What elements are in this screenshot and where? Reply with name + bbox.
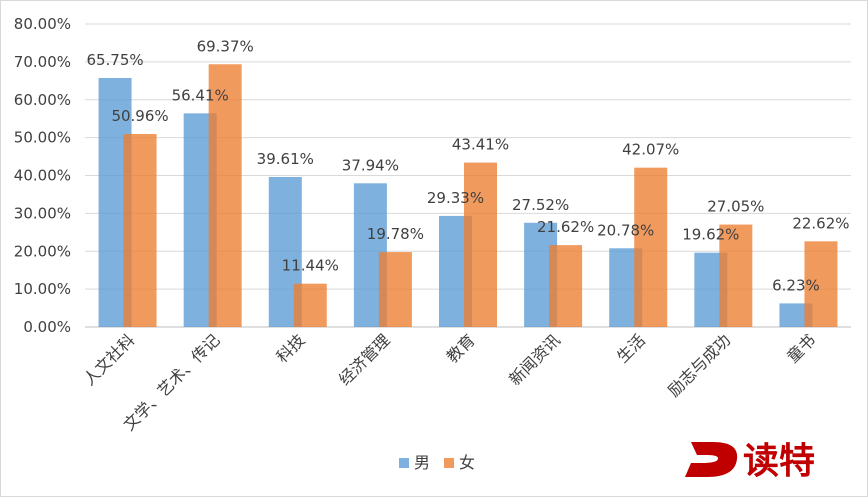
data-label-male: 39.61%	[257, 150, 314, 168]
bar-female	[804, 241, 838, 327]
data-label-female: 27.05%	[707, 198, 764, 216]
data-label-male: 65.75%	[86, 51, 143, 69]
x-tick-label: 教育	[443, 330, 479, 366]
x-tick-label: 童书	[783, 330, 819, 366]
legend: 男女	[399, 453, 475, 472]
data-label-male: 27.52%	[512, 196, 569, 214]
bar-male	[779, 303, 813, 327]
bar-female	[549, 245, 583, 327]
y-tick-label: 50.00%	[14, 129, 71, 147]
x-tick-label: 励志与成功	[664, 330, 734, 400]
data-label-female: 11.44%	[282, 257, 339, 275]
data-label-male: 19.62%	[682, 226, 739, 244]
data-label-male: 56.41%	[172, 86, 229, 104]
data-label-female: 69.37%	[197, 37, 254, 55]
legend-label: 女	[459, 453, 475, 472]
data-label-female: 42.07%	[622, 141, 679, 159]
y-tick-label: 60.00%	[14, 91, 71, 109]
bar-female	[464, 162, 497, 327]
bar-female	[378, 252, 412, 327]
data-label-female: 22.62%	[792, 214, 849, 232]
y-tick-label: 10.00%	[14, 280, 71, 298]
y-tick-label: 70.00%	[14, 53, 71, 71]
y-axis-ticks: 0.00% 10.00% 20.00% 30.00% 40.00% 50.00% 60.00…	[14, 15, 71, 336]
x-tick-label: 经济管理	[335, 330, 394, 389]
y-tick-label: 80.00%	[14, 15, 71, 33]
data-labels: 65.75% 50.96%56.41% 69.37% 39.61% 11.44% 37.9…	[86, 37, 849, 294]
bar-female	[719, 224, 753, 327]
data-label-female: 19.78%	[367, 225, 424, 243]
bar-female	[634, 167, 668, 327]
y-tick-label: 20.00%	[14, 242, 71, 260]
x-tick-label: 科技	[273, 330, 309, 366]
dute-logo-text: 读特	[743, 440, 815, 482]
x-tick-label: 人文社科	[80, 330, 139, 389]
data-label-male: 20.78%	[597, 221, 654, 239]
legend-label: 男	[414, 453, 430, 472]
x-tick-label: 生活	[613, 330, 649, 366]
bars	[98, 64, 838, 328]
data-label-female: 21.62%	[537, 218, 594, 236]
legend-swatch	[444, 458, 454, 468]
legend-swatch	[399, 458, 409, 468]
bar-female	[293, 283, 327, 327]
data-label-male: 6.23%	[772, 276, 820, 294]
dute-logo-d-shape	[685, 442, 738, 477]
dute-logo: 读特	[685, 440, 815, 482]
y-tick-label: 30.00%	[14, 204, 71, 222]
data-label-male: 29.33%	[427, 189, 484, 207]
data-label-female: 43.41%	[452, 136, 509, 154]
y-tick-label: 0.00%	[23, 318, 71, 336]
x-tick-label: 新闻资讯	[505, 330, 564, 389]
data-label-female: 50.96%	[111, 107, 168, 125]
bar-female	[123, 133, 157, 327]
data-label-male: 37.94%	[342, 156, 399, 174]
bar-female	[208, 64, 242, 328]
y-tick-label: 40.00%	[14, 167, 71, 185]
